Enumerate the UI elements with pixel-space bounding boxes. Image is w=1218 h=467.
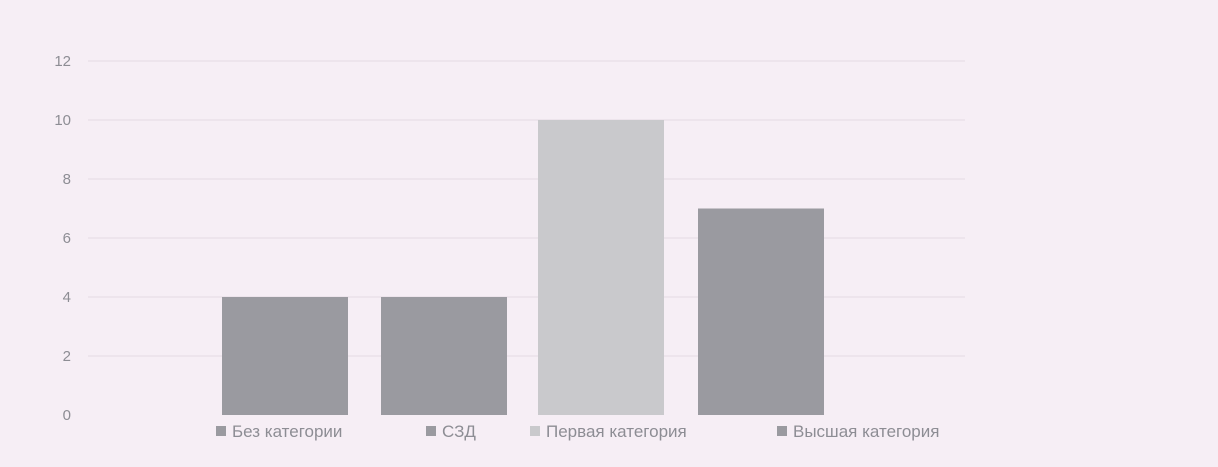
bar-2 bbox=[381, 297, 507, 415]
gridlines bbox=[88, 60, 965, 357]
legend-item: Первая категория bbox=[530, 422, 687, 441]
legend-swatch bbox=[216, 426, 226, 436]
bar-1 bbox=[222, 297, 348, 415]
legend-label: Без категории bbox=[232, 422, 342, 441]
bars bbox=[222, 120, 824, 415]
bar-4 bbox=[698, 208, 824, 415]
legend-item: Высшая категория bbox=[777, 422, 939, 441]
bar-3 bbox=[538, 120, 664, 415]
y-tick-label: 8 bbox=[63, 171, 71, 188]
legend-label: Высшая категория bbox=[793, 422, 939, 441]
legend-label: Первая категория bbox=[546, 422, 687, 441]
legend-item: СЗД bbox=[426, 422, 476, 441]
y-tick-label: 12 bbox=[54, 53, 71, 70]
y-tick-label: 0 bbox=[63, 407, 71, 424]
y-tick-label: 6 bbox=[63, 230, 71, 247]
y-tick-label: 2 bbox=[63, 348, 71, 365]
legend-swatch bbox=[777, 426, 787, 436]
legend-label: СЗД bbox=[442, 422, 476, 441]
legend: Без категории СЗД Первая категория Высшая к… bbox=[216, 422, 939, 441]
y-axis-ticks: 0 2 4 6 8 10 12 bbox=[54, 53, 71, 424]
y-tick-label: 10 bbox=[54, 112, 71, 129]
y-tick-label: 4 bbox=[63, 289, 71, 306]
legend-swatch bbox=[426, 426, 436, 436]
legend-swatch bbox=[530, 426, 540, 436]
legend-item: Без категории bbox=[216, 422, 342, 441]
